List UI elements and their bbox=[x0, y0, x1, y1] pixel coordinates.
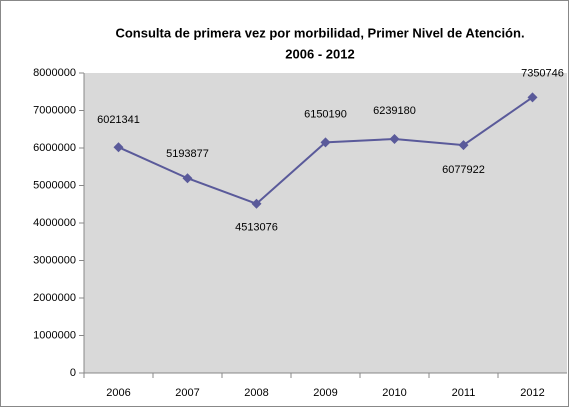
x-tick-label: 2011 bbox=[452, 387, 476, 399]
y-tick-label: 5000000 bbox=[33, 179, 76, 191]
x-tick-label: 2010 bbox=[382, 387, 406, 399]
y-tick-label: 0 bbox=[70, 367, 76, 379]
x-tick-label: 2009 bbox=[313, 387, 337, 399]
y-tick-label: 3000000 bbox=[33, 254, 76, 266]
y-tick-label: 1000000 bbox=[33, 329, 76, 341]
data-point bbox=[389, 134, 400, 145]
chart-subtitle: 2006 - 2012 bbox=[285, 46, 354, 61]
x-tick-label: 2012 bbox=[520, 387, 544, 399]
data-label: 6021341 bbox=[97, 114, 140, 126]
y-tick-label: 4000000 bbox=[33, 217, 76, 229]
data-point bbox=[320, 137, 331, 148]
plot-area bbox=[84, 73, 567, 373]
data-point bbox=[458, 140, 469, 151]
data-label: 5193877 bbox=[166, 148, 209, 160]
y-tick-label: 7000000 bbox=[33, 104, 76, 116]
x-tick-label: 2008 bbox=[244, 387, 268, 399]
y-tick-label: 6000000 bbox=[33, 142, 76, 154]
data-label: 4513076 bbox=[235, 222, 278, 234]
data-point bbox=[251, 198, 262, 209]
y-tick-label: 2000000 bbox=[33, 292, 76, 304]
y-tick-label: 8000000 bbox=[33, 67, 76, 79]
data-label: 6150190 bbox=[304, 108, 347, 120]
data-point bbox=[182, 173, 193, 184]
data-point bbox=[113, 142, 124, 153]
chart-title: Consulta de primera vez por morbilidad, … bbox=[115, 25, 524, 40]
data-label: 7350746 bbox=[521, 67, 564, 79]
x-tick-label: 2007 bbox=[175, 387, 199, 399]
data-label: 6239180 bbox=[373, 105, 416, 117]
data-point bbox=[527, 92, 538, 103]
data-label: 6077922 bbox=[442, 164, 485, 176]
x-tick-label: 2006 bbox=[106, 387, 130, 399]
